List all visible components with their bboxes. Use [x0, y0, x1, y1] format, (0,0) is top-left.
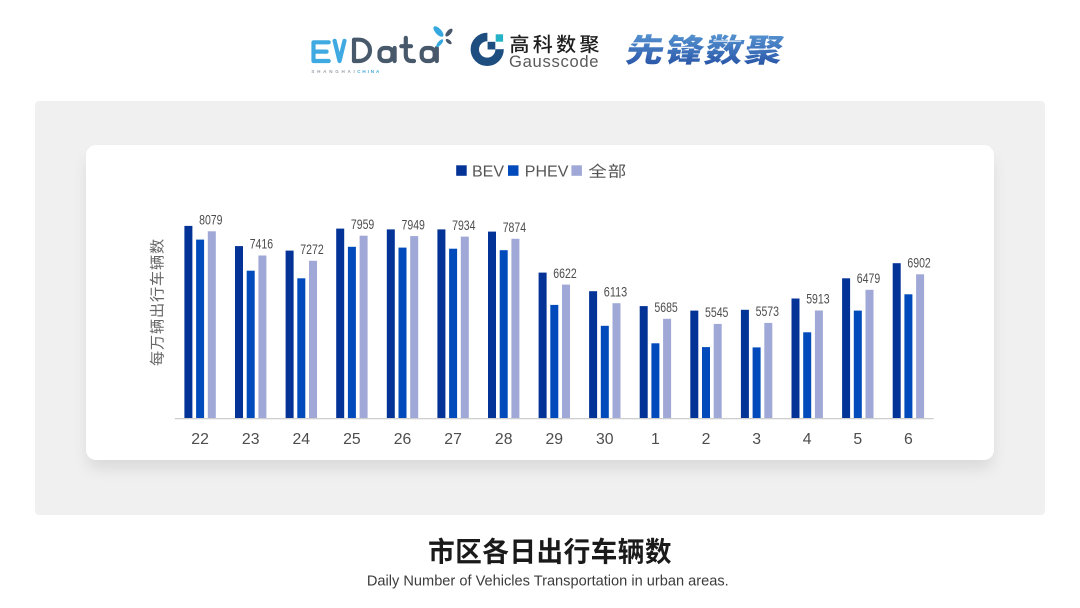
svg-text:SHANGHAI: SHANGHAI: [311, 69, 357, 74]
svg-text:3: 3: [752, 431, 761, 448]
svg-text:29: 29: [546, 431, 564, 448]
svg-text:4: 4: [803, 431, 812, 448]
svg-text:30: 30: [596, 431, 614, 448]
svg-text:2: 2: [702, 431, 711, 448]
svg-text:22: 22: [191, 431, 209, 448]
svg-text:28: 28: [495, 431, 513, 448]
svg-text:24: 24: [293, 431, 311, 448]
svg-text:PHEV: PHEV: [525, 164, 569, 181]
svg-text:7874: 7874: [503, 219, 527, 235]
svg-text:Gausscode: Gausscode: [509, 52, 599, 71]
svg-text:5685: 5685: [654, 299, 678, 315]
svg-text:5573: 5573: [756, 303, 780, 319]
svg-text:6622: 6622: [553, 265, 577, 281]
svg-text:CHINA: CHINA: [357, 69, 381, 74]
svg-text:7959: 7959: [351, 216, 375, 232]
svg-text:26: 26: [394, 431, 412, 448]
svg-text:6113: 6113: [604, 283, 628, 299]
svg-text:BEV: BEV: [472, 164, 504, 181]
svg-text:1: 1: [651, 431, 660, 448]
svg-text:27: 27: [444, 431, 462, 448]
svg-text:25: 25: [343, 431, 361, 448]
svg-text:Daily Number of Vehicles Trans: Daily Number of Vehicles Transportation …: [367, 573, 729, 589]
svg-text:7934: 7934: [452, 217, 476, 233]
svg-text:6902: 6902: [907, 255, 931, 271]
svg-text:5: 5: [853, 431, 862, 448]
svg-text:8079: 8079: [199, 212, 223, 228]
svg-text:6: 6: [904, 431, 913, 448]
svg-text:7949: 7949: [402, 216, 426, 232]
svg-text:5545: 5545: [705, 304, 729, 320]
svg-text:7272: 7272: [300, 241, 324, 257]
svg-text:23: 23: [242, 431, 260, 448]
svg-text:5913: 5913: [806, 291, 830, 307]
svg-text:7416: 7416: [250, 236, 274, 252]
svg-text:6479: 6479: [857, 270, 881, 286]
